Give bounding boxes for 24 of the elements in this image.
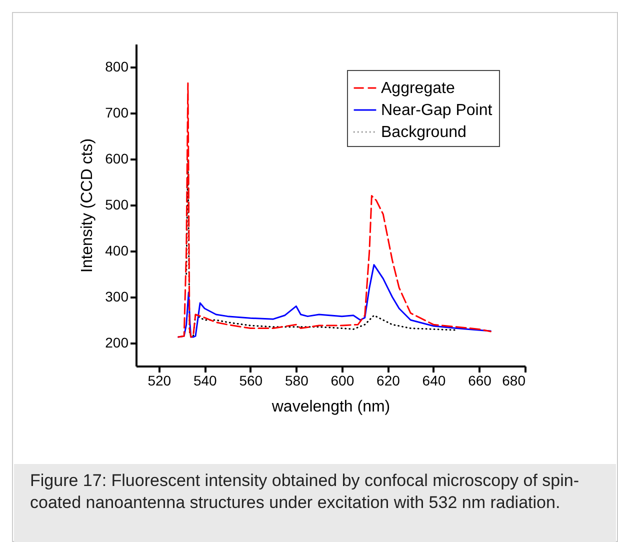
y-tick-label: 300 — [105, 288, 129, 304]
y-tick-label: 700 — [105, 104, 129, 120]
legend-label: Background — [381, 124, 466, 141]
x-tick-label: 620 — [376, 372, 400, 388]
y-tick-label: 200 — [105, 334, 129, 350]
line-series — [178, 82, 492, 338]
x-tick-label: 540 — [193, 372, 218, 388]
caption: Figure 17: Fluorescent intensity obtained by confocal microscopy of spin-coated nanoantenna structures under excitation with 532 nm radiation. — [14, 464, 616, 542]
y-tick-label: 800 — [105, 58, 129, 74]
x-tick-label: 660 — [468, 372, 492, 388]
y-tick-label: 400 — [105, 242, 129, 258]
x-tick-label: 640 — [422, 372, 446, 388]
x-tick-label: 600 — [330, 372, 354, 388]
x-tick-label: 680 — [502, 372, 526, 388]
y-tick-label: 600 — [105, 150, 129, 166]
x-tick-label: 520 — [148, 372, 172, 388]
legend-label: Aggregate — [381, 80, 455, 97]
y-tick-label: 500 — [105, 196, 129, 212]
x-tick-label: 560 — [239, 372, 263, 388]
y-axis-title: Intensity (CCD cts) — [79, 138, 96, 273]
line-series — [186, 158, 458, 338]
legend-label: Near-Gap Point — [381, 102, 493, 119]
x-tick-label: 580 — [284, 372, 309, 388]
x-axis-title: wavelength (nm) — [270, 398, 390, 416]
